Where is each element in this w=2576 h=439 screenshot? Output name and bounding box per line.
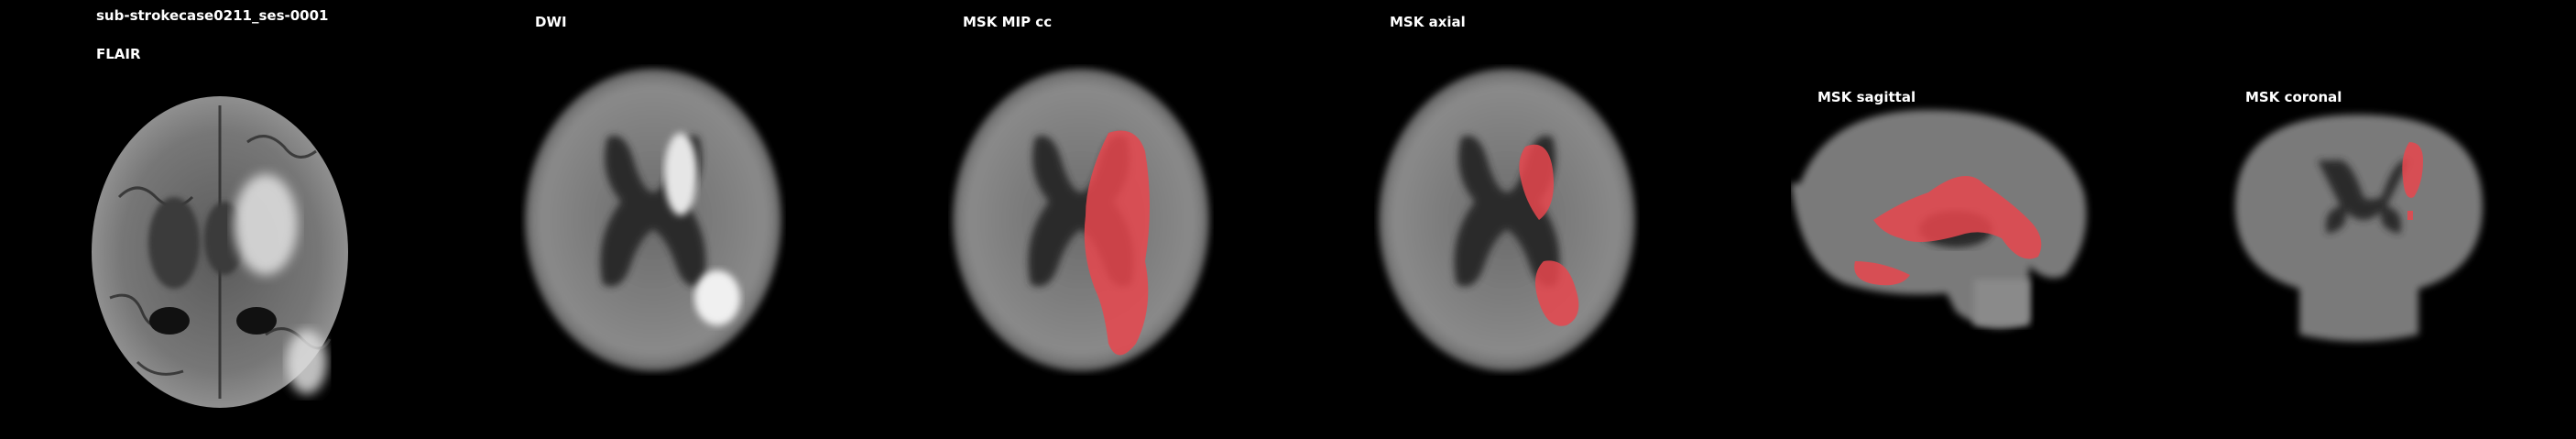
- flair-axial-image: [82, 87, 357, 412]
- dwi-axial-image: [520, 64, 786, 376]
- msk-axial-image: [1374, 64, 1640, 376]
- panel-title-flair: FLAIR: [96, 48, 141, 61]
- msk-mip-image: [948, 64, 1214, 376]
- panel-title-msk-coronal: MSK coronal: [2245, 91, 2341, 104]
- panel-title-msk-mip: MSK MIP cc: [963, 16, 1052, 29]
- subject-id-title: sub-strokecase0211_ses-0001: [96, 9, 328, 23]
- panel-title-dwi: DWI: [535, 16, 567, 29]
- panel-title-msk-axial: MSK axial: [1390, 16, 1466, 29]
- msk-sagittal-image: [1791, 101, 2093, 348]
- msk-coronal-image: [2226, 105, 2492, 348]
